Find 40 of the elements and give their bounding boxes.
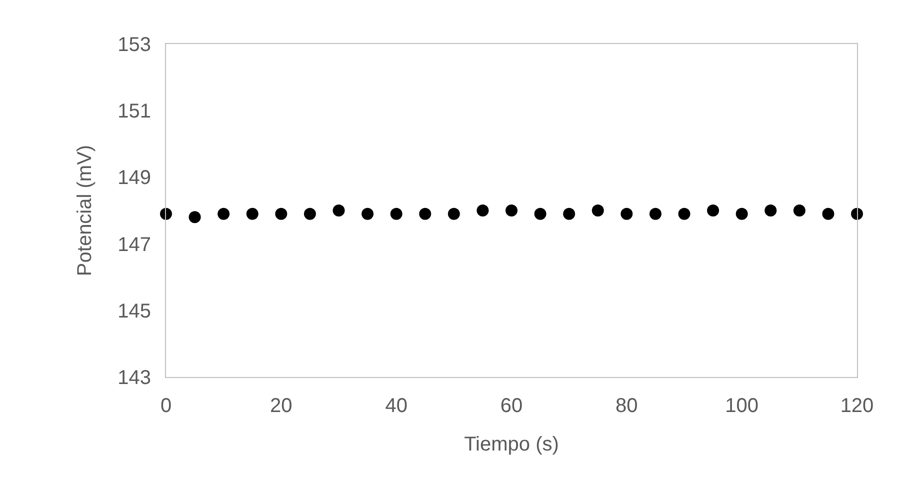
y-tick-label: 143	[118, 367, 151, 389]
y-tick-label: 153	[118, 34, 151, 56]
x-tick-label: 60	[500, 395, 523, 417]
y-tick-label: 151	[118, 100, 151, 123]
point	[707, 204, 720, 216]
x-tick-label: 80	[616, 395, 638, 417]
point	[534, 208, 546, 220]
point	[822, 208, 834, 220]
point	[246, 208, 258, 220]
x-axis-title: Tiempo (s)	[464, 434, 559, 456]
point	[304, 208, 316, 220]
y-tick-label: 149	[118, 167, 151, 190]
point	[592, 204, 604, 216]
point	[793, 204, 806, 216]
y-tick-label: 145	[118, 300, 151, 322]
y-tick-label: 147	[118, 234, 151, 256]
point	[218, 208, 230, 220]
point	[188, 211, 201, 224]
point	[851, 208, 863, 220]
x-tick-label: 120	[840, 395, 874, 417]
point	[476, 204, 489, 216]
point	[332, 204, 345, 216]
point	[390, 208, 402, 220]
x-tick-label: 20	[270, 395, 292, 417]
point	[362, 208, 374, 220]
x-tick-label: 100	[725, 395, 759, 417]
x-tick-label: 0	[160, 395, 172, 417]
point	[275, 208, 288, 220]
point	[160, 208, 172, 220]
y-axis-title: Potencial (mV)	[74, 144, 96, 276]
point	[448, 208, 460, 220]
point	[736, 208, 748, 220]
point	[620, 208, 633, 220]
point	[678, 208, 690, 220]
point	[563, 208, 576, 220]
x-tick-label: 40	[385, 395, 408, 417]
point	[764, 204, 777, 216]
point	[649, 208, 662, 220]
point	[419, 208, 432, 220]
point	[506, 204, 518, 216]
